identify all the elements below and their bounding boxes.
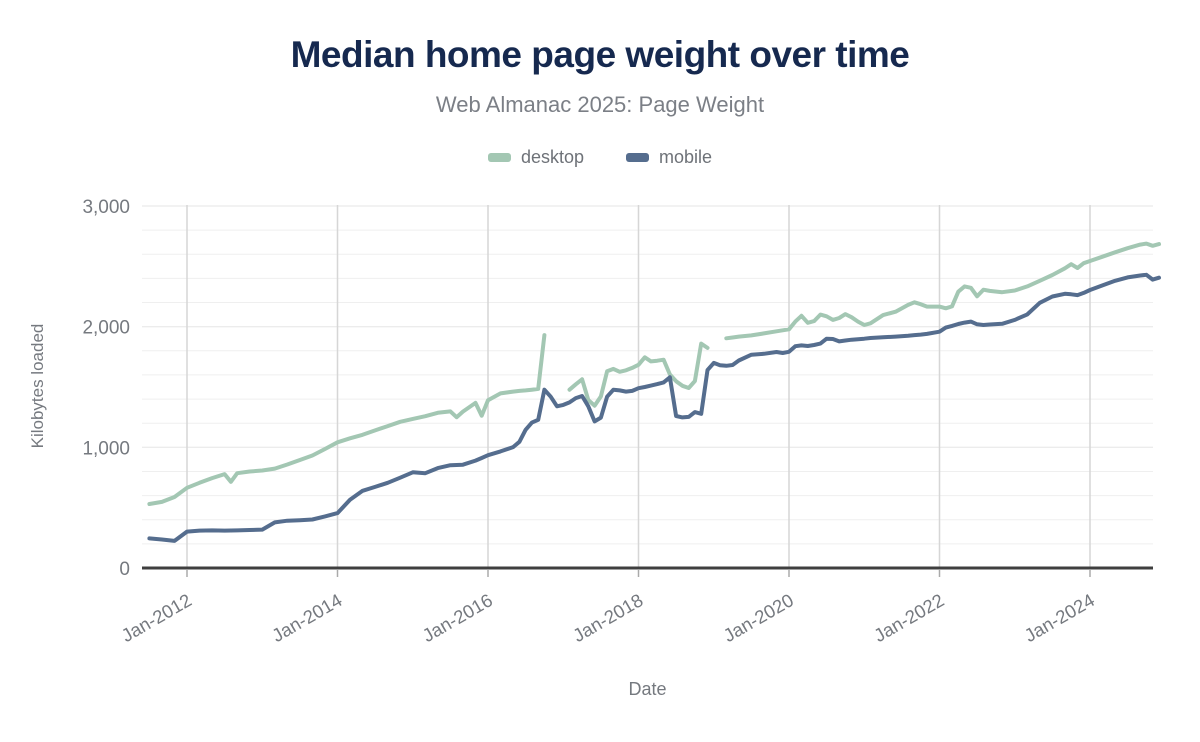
x-tick-label: Jan-2018 xyxy=(569,589,646,646)
series-line-mobile[interactable] xyxy=(147,272,1161,543)
desktop-series-swatch xyxy=(487,152,511,162)
x-axis-ticks xyxy=(186,570,1091,577)
y-tick-labels: 0 1,000 2,000 3,000 xyxy=(82,197,130,580)
y-tick-label: 2,000 xyxy=(82,318,130,339)
y-tick-label: 3,000 xyxy=(82,197,130,218)
y-tick-label: 1,000 xyxy=(82,438,130,459)
series-line-desktop[interactable] xyxy=(147,241,1161,506)
x-tick-label: Jan-2012 xyxy=(118,589,195,646)
x-tick-label: Jan-2014 xyxy=(268,589,345,646)
legend-label-desktop: desktop xyxy=(520,146,584,167)
chart-title: Median home page weight over time xyxy=(290,34,910,75)
legend: desktop mobile xyxy=(0,145,1200,169)
x-tick-label: Jan-2022 xyxy=(870,589,947,646)
x-axis-title: Date xyxy=(628,679,667,699)
x-tick-label: Jan-2024 xyxy=(1021,589,1098,646)
mobile-series-swatch xyxy=(626,152,649,162)
chart-subtitle: Web Almanac 2025: Page Weight xyxy=(435,92,765,117)
legend-item-desktop[interactable]: desktop xyxy=(487,146,584,168)
legend-item-mobile[interactable]: mobile xyxy=(626,147,712,168)
y-tick-label: 0 xyxy=(119,559,130,580)
x-tick-label: Jan-2016 xyxy=(419,589,496,646)
legend-label-mobile: mobile xyxy=(659,146,713,167)
x-tick-label: Jan-2020 xyxy=(720,589,797,646)
horizontal-gridlines xyxy=(142,205,1153,545)
x-tick-labels: Jan-2012 Jan-2014 Jan-2016 Jan-2018 Jan-2020… xyxy=(118,589,1098,646)
